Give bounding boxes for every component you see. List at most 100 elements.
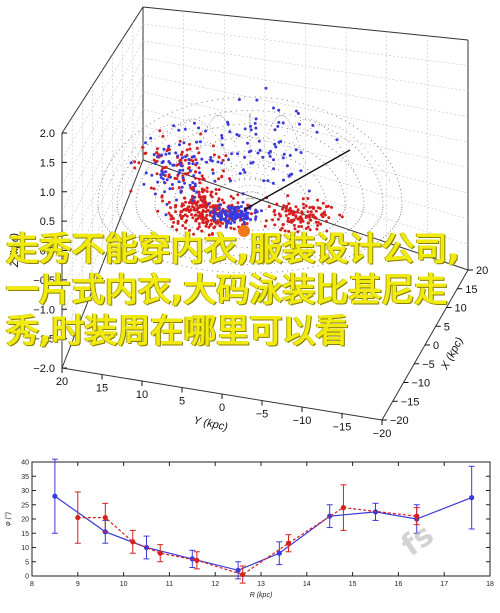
shell-dot (244, 177, 246, 179)
red-point (273, 213, 277, 217)
top-chart-gridlines (61, 6, 469, 421)
meridian-dot (317, 125, 319, 127)
shell-dot (132, 160, 134, 162)
shell-dot (353, 170, 355, 172)
meridian-dot (262, 173, 264, 175)
shell-dot (225, 139, 227, 141)
meridian-dot (145, 136, 147, 138)
shell-dot (246, 246, 248, 249)
red-point (214, 221, 218, 225)
shell-dot (195, 239, 197, 241)
red-point (155, 147, 159, 151)
shell-dot (163, 151, 165, 153)
shell-dot (382, 206, 384, 208)
meridian-dot (313, 119, 315, 121)
meridian-dot (188, 118, 190, 120)
x-tick-label: −15 (401, 396, 420, 408)
shell-dot (217, 126, 219, 128)
blue-point (216, 160, 220, 164)
meridian-dot (249, 160, 251, 162)
x-tick-label: 18 (486, 581, 494, 588)
shell-dot (233, 124, 235, 126)
shell-dot (268, 246, 270, 248)
red-point (183, 158, 187, 162)
red-point (295, 210, 299, 214)
shell-dot (299, 116, 301, 119)
meridian-dot (185, 126, 187, 128)
shell-dot (316, 178, 318, 180)
shell-dot (179, 233, 181, 235)
shell-dot (294, 260, 296, 262)
meridian-dot (188, 127, 190, 129)
shell-dot (399, 214, 402, 216)
meridian-dot (274, 164, 276, 166)
shell-dot (228, 152, 230, 154)
red-point (178, 139, 182, 143)
shell-dot (98, 211, 100, 213)
shell-dot (225, 262, 227, 265)
right-wall-gridline (142, 23, 469, 66)
shell-dot (340, 258, 342, 260)
shell-dot (338, 218, 341, 220)
blue-point (243, 127, 247, 131)
blue-point (165, 202, 169, 206)
shell-dot (287, 270, 289, 272)
shell-dot (236, 165, 238, 167)
meridian-dot (306, 129, 308, 131)
meridian-dot (167, 124, 169, 126)
meridian-dot (167, 135, 169, 137)
blue-point (180, 185, 184, 189)
meridian-dot (276, 116, 278, 118)
shell-dot (291, 251, 293, 253)
blue-point (230, 152, 234, 156)
shell-dot (97, 200, 99, 202)
red-point (196, 227, 200, 231)
meridian-dot (286, 131, 288, 133)
meridian-dot (342, 129, 344, 131)
y-tick-label: −10 (293, 415, 312, 427)
meridian-dot (109, 179, 111, 181)
shell-dot (334, 223, 336, 225)
shell-dot (143, 240, 145, 242)
red-point (184, 220, 188, 224)
red-point (180, 217, 184, 221)
meridian-dot (249, 155, 251, 157)
blue-point (181, 176, 185, 180)
shell-dot (209, 261, 211, 263)
red-point (189, 186, 193, 190)
red-point (201, 216, 205, 219)
shell-dot (173, 204, 175, 206)
shell-dot (257, 263, 259, 265)
blue-point (246, 141, 249, 145)
shell-dot (285, 196, 288, 198)
shell-dot (198, 185, 200, 187)
meridian-dot (250, 198, 252, 200)
meridian-dot (249, 117, 251, 119)
shell-dot (311, 247, 313, 249)
blue-point (187, 158, 191, 161)
meridian-dot (217, 154, 219, 156)
meridian-dot (201, 121, 203, 123)
shell-dot (270, 237, 272, 239)
blue-point (279, 140, 283, 143)
blue-point (296, 112, 300, 115)
blue-point (159, 173, 163, 177)
shell-dot (129, 230, 131, 232)
y-tick-label: 15 (96, 383, 108, 395)
meridian-dot (212, 131, 214, 133)
blue-point (165, 178, 169, 182)
meridian-dot (193, 118, 195, 120)
meridian-dot (272, 122, 274, 124)
shell-dot (355, 240, 357, 242)
blue-point (150, 173, 154, 177)
shell-dot (98, 192, 100, 195)
shell-dot (283, 141, 286, 143)
meridian-dot (249, 172, 251, 174)
red-point (216, 219, 220, 223)
meridian-dot (164, 138, 166, 140)
shell-dot (230, 263, 232, 265)
shell-dot (265, 97, 267, 99)
blue-point (243, 212, 247, 216)
shell-dot (276, 236, 278, 238)
red-point (203, 195, 207, 198)
